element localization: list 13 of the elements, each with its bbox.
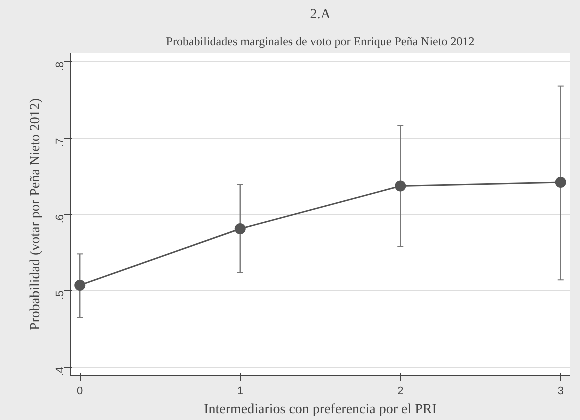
y-tick-label: .8	[54, 62, 66, 72]
y-axis-title: Probabilidad (votar por Peña Nieto 2012)	[28, 98, 44, 331]
y-tick-label: .7	[54, 138, 66, 148]
x-tick-label: 2	[398, 386, 404, 398]
y-tick-label: .4	[54, 367, 66, 376]
chart-title: 2.A	[310, 8, 332, 22]
x-tick-label: 3	[558, 386, 564, 398]
x-tick-label: 1	[237, 386, 244, 398]
chart-subtitle: Probabilidades marginales de voto por Enrique Peña Nieto 2012	[166, 34, 475, 48]
x-tick-label: 0	[77, 386, 84, 398]
y-tick-label: .6	[54, 214, 66, 224]
x-axis-title: Intermediarios con preferencia por el PRI	[204, 402, 438, 418]
y-tick-label: .5	[54, 290, 66, 300]
